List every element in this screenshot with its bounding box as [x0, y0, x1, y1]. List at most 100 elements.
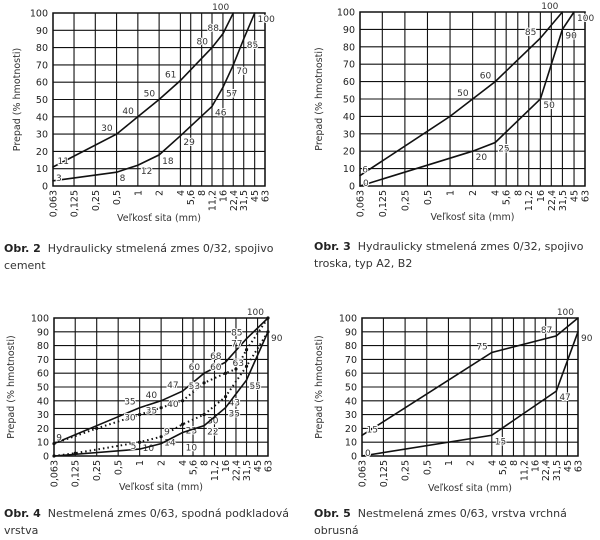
data-label: 20 [476, 153, 488, 163]
data-point [490, 434, 493, 437]
y-tick-label: 10 [343, 164, 355, 175]
data-point [242, 38, 245, 40]
figure-title: Hydraulicky stmelená zmes 0/32, spojivo … [314, 240, 584, 270]
data-point [539, 98, 542, 100]
data-point [245, 337, 248, 340]
x-tick-label: 45 [563, 460, 574, 472]
x-tick-label: 0,063 [50, 460, 61, 487]
data-label: 29 [183, 138, 195, 148]
data-label: 40 [146, 391, 158, 401]
x-tick-label: 5,6 [502, 190, 513, 205]
data-point [181, 431, 184, 434]
data-label: 35 [124, 398, 135, 408]
x-axis-label: Veľkosť sita (mm) [117, 213, 201, 224]
x-tick-label: 31,5 [552, 460, 563, 481]
data-label: 100 [258, 15, 275, 25]
x-tick-label: 11,2 [207, 190, 218, 211]
x-tick-label: 16 [221, 460, 232, 472]
data-point [494, 80, 497, 83]
figure-title: Hydraulicky stmelená zmes 0/32, spojivo … [4, 242, 274, 272]
data-point [159, 435, 163, 439]
data-label: 63 [233, 359, 244, 369]
data-point [138, 440, 142, 444]
y-tick-label: 80 [36, 43, 48, 54]
x-tick-label: 16 [218, 190, 229, 202]
data-point [232, 12, 235, 14]
x-tick-label: 0,125 [379, 460, 390, 487]
data-label: 50 [144, 90, 156, 100]
data-label: 77 [231, 340, 242, 350]
x-tick-label: 0,25 [400, 190, 411, 211]
x-tick-label: 63 [264, 460, 275, 472]
data-label: 6 [362, 166, 368, 176]
chart-0: 0 10 20 30 40 50 60 70 80 90 100 0,063 0,125 0,25 0,5 1… [12, 2, 276, 224]
data-point [137, 116, 139, 118]
y-tick-label: 10 [37, 438, 49, 449]
data-point [203, 372, 205, 375]
y-tick-label: 90 [343, 25, 355, 36]
data-point [359, 185, 361, 187]
data-label: 100 [247, 308, 264, 318]
y-tick-label: 30 [37, 410, 49, 421]
y-tick-label: 100 [337, 8, 355, 19]
data-label: 8 [120, 174, 126, 184]
x-tick-label: 0,5 [423, 190, 434, 205]
x-tick-label: 1 [444, 460, 455, 466]
y-tick-label: 70 [343, 60, 355, 71]
x-tick-label: 16 [536, 190, 547, 202]
series-line-upper-recommended [53, 317, 269, 445]
y-tick-label: 50 [37, 383, 49, 394]
x-tick-label: 0,125 [70, 190, 81, 217]
figure-title: Nestmelená zmes 0/63, spodná podkladová … [4, 507, 289, 537]
data-point [179, 135, 182, 137]
y-tick-label: 20 [37, 424, 49, 435]
data-point [234, 367, 238, 371]
data-point [52, 180, 54, 182]
series-line-upper-limit [359, 11, 564, 177]
data-label: 12 [141, 167, 152, 177]
y-tick-label: 30 [345, 410, 357, 421]
data-point [180, 399, 185, 403]
data-point [160, 442, 162, 445]
y-tick-label: 0 [349, 182, 355, 193]
data-point [138, 406, 141, 409]
data-label: 61 [165, 70, 176, 80]
data-point [449, 115, 451, 118]
data-point [115, 171, 118, 173]
data-label: 85 [525, 28, 536, 38]
data-label: 60 [210, 363, 222, 373]
y-tick-label: 50 [36, 95, 48, 106]
x-tick-label: 1 [133, 190, 144, 196]
series-line-upper-limit [361, 317, 579, 436]
x-tick-label: 0,5 [114, 460, 125, 475]
data-point [211, 46, 213, 49]
plot-frame [52, 12, 266, 187]
data-point [53, 455, 55, 457]
data-point [561, 11, 564, 13]
data-point [224, 406, 227, 409]
y-tick-label: 60 [345, 369, 357, 380]
x-tick-label: 8 [513, 190, 524, 196]
data-label: 14 [164, 439, 176, 449]
x-tick-label: 0,125 [378, 190, 389, 217]
x-tick-label: 8 [200, 460, 211, 466]
x-tick-label: 8 [509, 460, 520, 466]
series-line-lower-limit [361, 331, 579, 457]
data-label: 11 [58, 157, 69, 167]
x-tick-label: 63 [581, 190, 592, 202]
data-label: 100 [557, 308, 574, 318]
y-tick-label: 80 [37, 341, 49, 352]
x-tick-label: 0,063 [356, 190, 367, 217]
data-point [266, 316, 270, 320]
y-tick-label: 30 [343, 129, 355, 140]
x-tick-label: 0,25 [401, 460, 412, 481]
data-point [494, 141, 497, 144]
y-tick-label: 0 [351, 452, 357, 463]
data-point [160, 400, 162, 402]
data-point [222, 86, 224, 89]
y-tick-label: 20 [345, 424, 357, 435]
y-tick-label: 80 [343, 42, 355, 53]
data-point [211, 105, 213, 108]
x-tick-label: 2 [157, 460, 168, 466]
